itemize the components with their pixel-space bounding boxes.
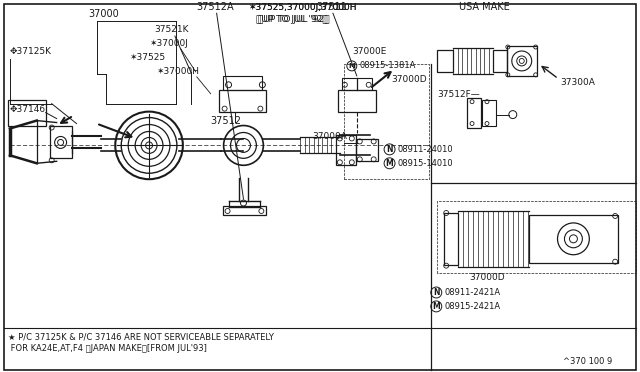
Text: 〈UP TO JUL '92〉: 〈UP TO JUL '92〉 <box>257 15 328 24</box>
Text: 37000E: 37000E <box>352 47 386 56</box>
Bar <box>8 100 45 125</box>
Text: ★ P/C 37125K & P/C 37146 ARE NOT SERVICEABLE SEPARATELY: ★ P/C 37125K & P/C 37146 ARE NOT SERVICE… <box>8 332 274 341</box>
Bar <box>437 50 453 72</box>
Bar <box>529 215 618 263</box>
Text: 37000A: 37000A <box>312 132 347 141</box>
Text: ✶37000J: ✶37000J <box>149 39 188 48</box>
Text: ✶37525,37000J,37000H: ✶37525,37000J,37000H <box>248 3 357 12</box>
Text: ^370 100 9: ^370 100 9 <box>563 357 612 366</box>
Bar <box>493 50 507 72</box>
Text: 37511: 37511 <box>316 2 347 12</box>
Bar <box>338 90 376 112</box>
Text: 08911-2421A: 08911-2421A <box>444 288 500 297</box>
Bar <box>336 135 356 165</box>
Text: ✥37146: ✥37146 <box>10 105 46 113</box>
Text: N: N <box>387 145 393 154</box>
Text: M: M <box>348 63 355 69</box>
Text: 37000: 37000 <box>88 9 119 19</box>
Bar <box>223 76 262 90</box>
Text: 37521K: 37521K <box>154 25 189 34</box>
Text: 37300A: 37300A <box>561 78 595 87</box>
Bar <box>507 46 537 76</box>
Text: ✶37000H: ✶37000H <box>156 67 199 76</box>
Text: 08915-2421A: 08915-2421A <box>444 302 500 311</box>
Text: 37000D: 37000D <box>469 273 505 282</box>
Text: ✥37125K: ✥37125K <box>10 47 52 56</box>
Text: 37512A: 37512A <box>196 2 234 12</box>
Bar <box>356 140 378 161</box>
Text: 37512: 37512 <box>211 116 242 125</box>
Bar <box>342 78 372 90</box>
Bar <box>444 213 458 264</box>
Text: 37000D: 37000D <box>392 75 427 84</box>
Text: N: N <box>433 288 440 297</box>
Text: FOR KA24E,AT,F4 〈JAPAN MAKE〉[FROM JUL'93]: FOR KA24E,AT,F4 〈JAPAN MAKE〉[FROM JUL'93… <box>8 344 207 353</box>
Text: 08915-1381A: 08915-1381A <box>360 61 416 70</box>
Text: M: M <box>433 302 440 311</box>
Bar <box>482 100 496 125</box>
Bar <box>223 206 266 215</box>
Text: 37512F—: 37512F— <box>437 90 480 99</box>
Bar <box>219 90 266 112</box>
Bar <box>50 125 72 158</box>
Text: 08911-24010: 08911-24010 <box>397 145 453 154</box>
Text: ✶37525: ✶37525 <box>129 53 165 62</box>
Text: ✶37525,37000J,37000H: ✶37525,37000J,37000H <box>248 3 357 12</box>
Text: 08915-14010: 08915-14010 <box>397 159 453 168</box>
Text: M: M <box>386 159 394 168</box>
Text: 〈UP TO JUL '92〉: 〈UP TO JUL '92〉 <box>259 15 330 24</box>
Text: USA MAKE: USA MAKE <box>459 2 510 12</box>
Bar <box>467 98 481 128</box>
